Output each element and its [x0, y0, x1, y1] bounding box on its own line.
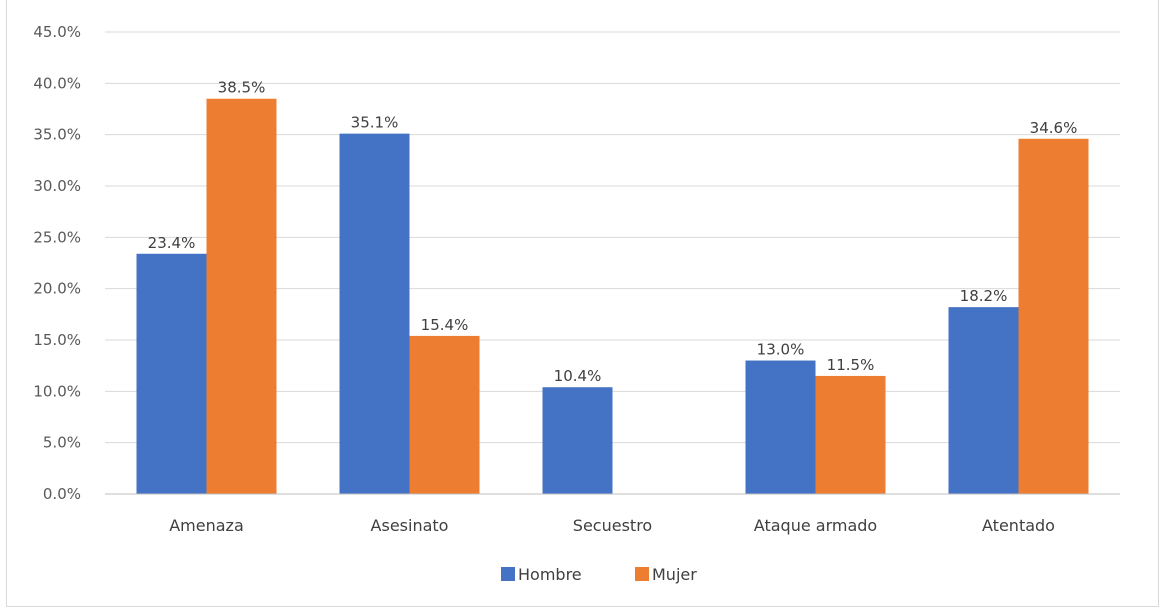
- bar: [745, 360, 816, 494]
- x-axis-categories: Amenaza Asesinato Secuestro Ataque armado At…: [105, 493, 1120, 535]
- legend-item: Mujer: [635, 565, 697, 584]
- legend-swatch: [635, 567, 649, 581]
- y-tick-label: 40.0%: [33, 74, 81, 92]
- y-tick-label: 0.0%: [43, 485, 81, 503]
- bars: [136, 98, 1089, 495]
- y-axis-ticks: 0.0% 5.0% 10.0% 15.0% 20.0% 25.0% 30.0% 35.0% 40…: [33, 23, 81, 503]
- bar: [339, 133, 410, 494]
- x-category-label: Secuestro: [573, 516, 652, 535]
- x-category-label: Asesinato: [371, 516, 449, 535]
- y-tick-label: 15.0%: [33, 331, 81, 349]
- data-label: 13.0%: [757, 341, 805, 359]
- legend-item: Hombre: [501, 565, 582, 584]
- x-category-label: Atentado: [982, 516, 1055, 535]
- bar: [409, 335, 480, 494]
- bar: [542, 387, 613, 494]
- data-label: 38.5%: [218, 79, 266, 97]
- legend-label: Hombre: [518, 565, 582, 584]
- data-label: 35.1%: [351, 114, 399, 132]
- data-label: 15.4%: [421, 316, 469, 334]
- data-label: 18.2%: [960, 287, 1008, 305]
- data-labels: 23.4% 38.5% 35.1% 15.4% 10.4% 13.0% 11.5% 18.2%…: [148, 79, 1078, 385]
- bar: [815, 375, 886, 494]
- bar: [1018, 138, 1089, 495]
- y-tick-label: 10.0%: [33, 382, 81, 400]
- y-tick-label: 35.0%: [33, 126, 81, 144]
- y-tick-label: 25.0%: [33, 228, 81, 246]
- data-label: 23.4%: [148, 234, 196, 252]
- legend-label: Mujer: [652, 565, 697, 584]
- y-tick-label: 5.0%: [43, 434, 81, 452]
- data-label: 34.6%: [1030, 119, 1078, 137]
- x-category-label: Amenaza: [169, 516, 244, 535]
- y-tick-label: 30.0%: [33, 177, 81, 195]
- data-label: 11.5%: [827, 356, 875, 374]
- y-tick-label: 45.0%: [33, 23, 81, 41]
- legend-swatch: [501, 567, 515, 581]
- y-tick-label: 20.0%: [33, 280, 81, 298]
- bar: [206, 98, 277, 494]
- x-category-label: Ataque armado: [754, 516, 877, 535]
- data-label: 10.4%: [554, 367, 602, 385]
- legend: Hombre Mujer: [501, 565, 697, 584]
- bar: [136, 253, 207, 494]
- bar: [948, 307, 1019, 494]
